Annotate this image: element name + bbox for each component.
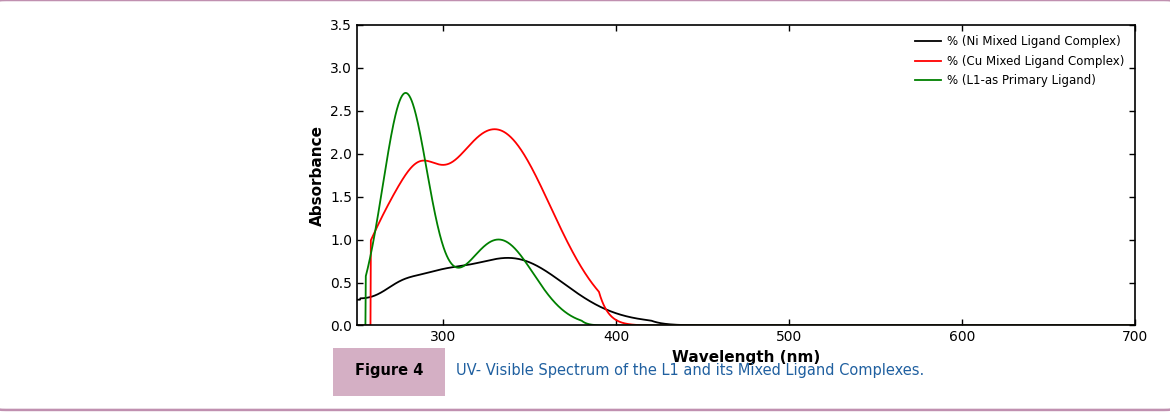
Line: % (Cu Mixed Ligand Complex): % (Cu Mixed Ligand Complex) [357, 129, 1135, 325]
Y-axis label: Absorbance: Absorbance [309, 124, 324, 226]
% (Ni Mixed Ligand Complex) [708, 323, 722, 328]
% (L1-as Primary Ligand) [399, 91, 413, 96]
% (Cu Mixed Ligand Complex) [350, 323, 364, 328]
% (Cu Mixed Ligand Complex) [1106, 323, 1120, 328]
% (Cu Mixed Ligand Complex) [1128, 323, 1142, 328]
% (Cu Mixed Ligand Complex) [1106, 323, 1120, 328]
Line: % (Ni Mixed Ligand Complex): % (Ni Mixed Ligand Complex) [357, 258, 1135, 325]
% (Ni Mixed Ligand Complex) [390, 281, 404, 286]
% (Ni Mixed Ligand Complex) [501, 255, 515, 260]
% (L1-as Primary Ligand) [708, 323, 722, 328]
X-axis label: Wavelength (nm): Wavelength (nm) [672, 350, 820, 365]
Legend: % (Ni Mixed Ligand Complex), % (Cu Mixed Ligand Complex), % (L1-as Primary Ligan: % (Ni Mixed Ligand Complex), % (Cu Mixed… [910, 30, 1129, 92]
% (Cu Mixed Ligand Complex) [963, 323, 977, 328]
% (Ni Mixed Ligand Complex) [1106, 323, 1120, 328]
Text: Figure 4: Figure 4 [356, 363, 424, 378]
% (Cu Mixed Ligand Complex) [390, 187, 404, 192]
% (Ni Mixed Ligand Complex) [350, 297, 364, 302]
% (L1-as Primary Ligand) [390, 108, 404, 113]
% (Cu Mixed Ligand Complex) [488, 127, 502, 132]
% (L1-as Primary Ligand) [1106, 323, 1120, 328]
% (L1-as Primary Ligand) [729, 323, 743, 328]
FancyBboxPatch shape [333, 348, 445, 396]
% (L1-as Primary Ligand) [350, 323, 364, 328]
% (Cu Mixed Ligand Complex) [729, 323, 743, 328]
% (Ni Mixed Ligand Complex) [963, 323, 977, 328]
% (L1-as Primary Ligand) [1128, 323, 1142, 328]
% (L1-as Primary Ligand) [963, 323, 977, 328]
% (Cu Mixed Ligand Complex) [708, 323, 722, 328]
Text: UV- Visible Spectrum of the L1 and its Mixed Ligand Complexes.: UV- Visible Spectrum of the L1 and its M… [456, 363, 924, 378]
Line: % (L1-as Primary Ligand): % (L1-as Primary Ligand) [357, 93, 1135, 325]
% (Ni Mixed Ligand Complex) [729, 323, 743, 328]
% (Ni Mixed Ligand Complex) [1128, 323, 1142, 328]
% (Ni Mixed Ligand Complex) [1106, 323, 1120, 328]
% (L1-as Primary Ligand) [1106, 323, 1120, 328]
